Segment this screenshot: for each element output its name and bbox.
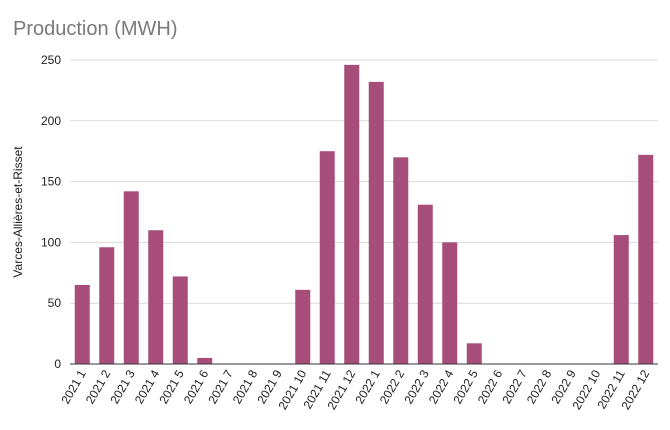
bar [319, 151, 335, 364]
bar [123, 191, 139, 364]
bar [417, 204, 433, 364]
bar [295, 289, 311, 364]
bar [197, 357, 213, 364]
grid-lines [70, 59, 658, 304]
chart-title: Production (MWH) [13, 18, 178, 40]
bar [99, 247, 115, 364]
y-tick-label: 50 [48, 296, 62, 310]
y-tick-label: 250 [41, 53, 61, 67]
y-tick-label: 150 [41, 175, 61, 189]
bar [368, 81, 384, 364]
bar [638, 154, 654, 364]
bar [344, 64, 360, 364]
y-tick-label: 0 [54, 357, 61, 371]
y-axis-label: Varces-Allières-et-Risset [11, 146, 25, 278]
bar [74, 284, 90, 364]
bar [148, 230, 164, 364]
bar [393, 157, 409, 364]
y-tick-label: 100 [41, 235, 61, 249]
bar [466, 343, 482, 364]
bar [613, 235, 629, 364]
bar [442, 242, 458, 364]
bars [74, 64, 654, 364]
y-tick-labels: 0 50 100 150 200 250 [41, 53, 61, 371]
bar [172, 276, 188, 364]
y-tick-label: 200 [41, 114, 61, 128]
